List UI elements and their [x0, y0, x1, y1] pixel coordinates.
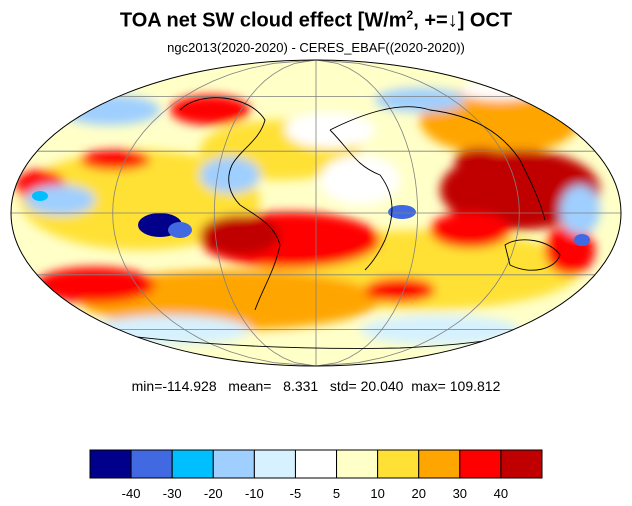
coast-eurasia — [329, 106, 546, 221]
blue-anomaly-west — [32, 191, 48, 201]
colorbar-tick-label: -40 — [121, 486, 141, 501]
graticule-meridian — [315, 60, 419, 366]
colorbar-swatch — [130, 449, 173, 479]
statistics-line: min=-114.928 mean= 8.331 std= 20.040 max… — [0, 378, 632, 394]
field-layer — [11, 60, 621, 366]
colorbar-swatch — [212, 449, 255, 479]
colorbar-swatch — [377, 449, 420, 479]
coast-australia — [504, 239, 561, 271]
stat-max-value: 109.812 — [449, 378, 501, 394]
colorbar-swatch — [336, 449, 379, 479]
colorbar-swatch — [171, 449, 214, 479]
title-superscript: 2 — [406, 8, 414, 22]
title-text: TOA net SW cloud effect [W/m — [119, 9, 407, 32]
colorbar-swatch — [89, 449, 132, 479]
blue-anomaly-africa — [388, 205, 416, 219]
colorbar-tick-label: 40 — [493, 486, 509, 501]
coast-africa — [329, 129, 393, 271]
coast-south-america — [239, 204, 281, 311]
plot-subtitle: ngc2013(2020-2020) - CERES_EBAF((2020-20… — [167, 40, 465, 55]
map-panel — [10, 59, 622, 367]
stat-min-label: min= — [131, 378, 163, 394]
plot-title: TOA net SW cloud effect [W/m2, +=↓] OCT — [0, 8, 632, 33]
graticule-meridian — [315, 60, 520, 366]
colorbar-tick-label: 30 — [452, 486, 468, 501]
colorbar-swatch — [418, 449, 461, 479]
blue-anomaly-pacific-edge — [168, 222, 192, 238]
globe-outline — [10, 59, 622, 367]
colorbar-tick-label: -30 — [162, 486, 182, 501]
graticule — [11, 60, 621, 366]
stat-mean-value: 8.331 — [283, 378, 319, 394]
colorbar-tick-label: -10 — [244, 486, 264, 501]
colorbar-tick-label: -20 — [203, 486, 223, 501]
colorbar-tick-label: 20 — [411, 486, 426, 501]
title-suffix: , +=↓] OCT — [413, 9, 513, 32]
coast-north-america — [179, 97, 266, 206]
colorbar-tick-label: -5 — [289, 486, 302, 501]
colorbar-swatch — [500, 449, 543, 479]
stat-std-label: std= — [329, 378, 357, 394]
stat-min-value: -114.928 — [162, 378, 217, 394]
graticule-meridian — [112, 60, 317, 366]
stat-mean-label: mean= — [228, 378, 272, 394]
graticule-meridian — [213, 60, 317, 366]
colorbar-swatch — [459, 449, 502, 479]
stat-std-value: 20.040 — [360, 378, 404, 394]
colorbar-tick-label: 10 — [370, 486, 385, 501]
stat-max-label: max= — [411, 378, 446, 394]
colorbar-swatch — [253, 449, 296, 479]
colorbar-tick-label: 5 — [332, 486, 341, 501]
blue-anomaly-east — [574, 234, 590, 246]
colorbar-swatch — [294, 449, 338, 479]
